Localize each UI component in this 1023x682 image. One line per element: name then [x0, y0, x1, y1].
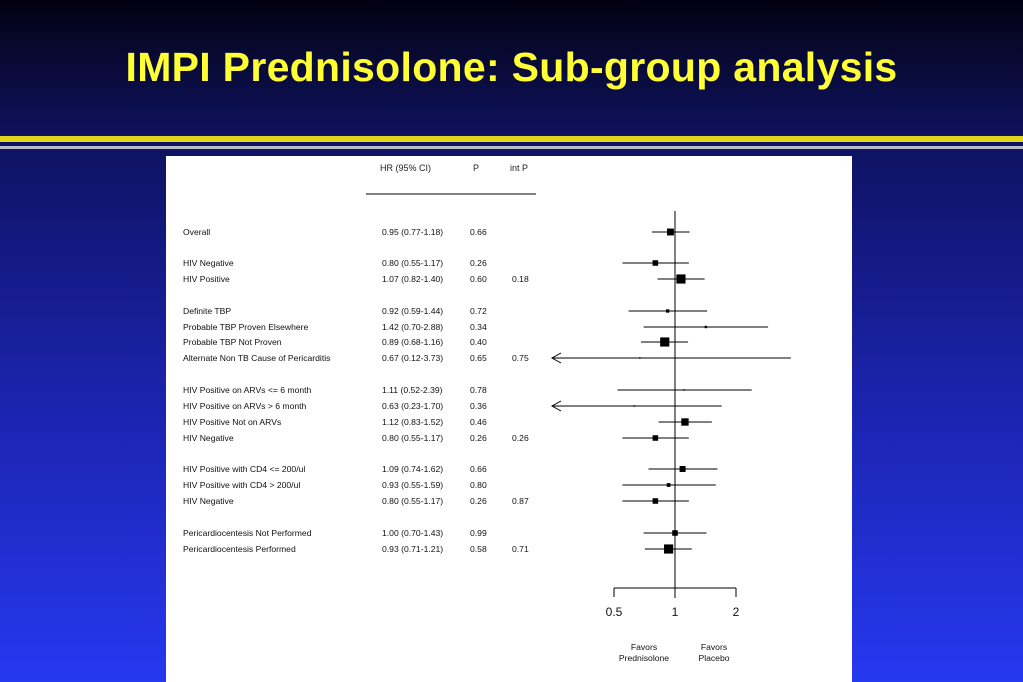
point-estimate-marker	[660, 337, 670, 347]
row-hr-ci: 0.92 (0.59-1.44)	[382, 306, 443, 316]
row-label: Pericardiocentesis Performed	[183, 544, 296, 554]
favors-right-label: Favors	[701, 642, 727, 652]
x-axis-tick-label: 0.5	[606, 605, 623, 619]
point-estimate-marker	[633, 405, 636, 407]
point-estimate-marker	[679, 466, 686, 472]
row-p-value: 0.40	[470, 337, 487, 347]
row-label: HIV Positive Not on ARVs	[183, 417, 281, 427]
row-label: HIV Positive on ARVs > 6 month	[183, 401, 307, 411]
row-label: Pericardiocentesis Not Performed	[183, 528, 312, 538]
point-estimate-marker	[667, 228, 674, 236]
point-estimate-marker	[681, 418, 689, 426]
point-estimate-marker	[672, 530, 678, 536]
row-p-value: 0.80	[470, 480, 487, 490]
row-hr-ci: 1.07 (0.82-1.40)	[382, 274, 443, 284]
row-p-value: 0.58	[470, 544, 487, 554]
row-p-value: 0.66	[470, 464, 487, 474]
row-hr-ci: 1.09 (0.74-1.62)	[382, 464, 443, 474]
row-label: Probable TBP Proven Elsewhere	[183, 322, 309, 332]
row-p-value: 0.36	[470, 401, 487, 411]
row-hr-ci: 1.11 (0.52-2.39)	[382, 385, 443, 395]
row-hr-ci: 0.80 (0.55-1.17)	[382, 496, 443, 506]
point-estimate-marker	[652, 498, 659, 504]
point-estimate-marker	[652, 260, 659, 266]
row-hr-ci: 0.93 (0.71-1.21)	[382, 544, 443, 554]
slide-title: IMPI Prednisolone: Sub-group analysis	[125, 44, 898, 90]
point-estimate-marker	[639, 357, 641, 359]
point-estimate-marker	[666, 309, 670, 313]
row-interaction-p: 0.75	[512, 353, 529, 363]
row-p-value: 0.26	[470, 433, 487, 443]
row-label: HIV Positive on ARVs <= 6 month	[183, 385, 312, 395]
favors-right-label: Placebo	[698, 653, 729, 663]
row-label: HIV Positive with CD4 > 200/ul	[183, 480, 300, 490]
row-p-value: 0.26	[470, 496, 487, 506]
row-label: HIV Negative	[183, 496, 234, 506]
row-label: HIV Positive with CD4 <= 200/ul	[183, 464, 305, 474]
point-estimate-marker	[664, 544, 674, 554]
row-hr-ci: 0.67 (0.12-3.73)	[382, 353, 443, 363]
point-estimate-marker	[676, 274, 686, 284]
favors-left-label: Favors	[631, 642, 657, 652]
point-estimate-marker	[666, 483, 671, 487]
row-hr-ci: 1.12 (0.83-1.52)	[382, 417, 443, 427]
column-header-hr: HR (95% CI)	[380, 163, 431, 173]
row-p-value: 0.46	[470, 417, 487, 427]
row-label: Overall	[183, 227, 210, 237]
row-hr-ci: 0.93 (0.55-1.59)	[382, 480, 443, 490]
row-hr-ci: 0.63 (0.23-1.70)	[382, 401, 443, 411]
row-hr-ci: 0.95 (0.77-1.18)	[382, 227, 443, 237]
x-axis-tick-label: 1	[672, 605, 679, 619]
gold-divider	[0, 136, 1023, 142]
row-label: HIV Positive	[183, 274, 230, 284]
column-header-p: P	[473, 163, 479, 173]
row-p-value: 0.65	[470, 353, 487, 363]
point-estimate-marker	[652, 435, 659, 441]
row-label: Definite TBP	[183, 306, 231, 316]
row-p-value: 0.60	[470, 274, 487, 284]
row-hr-ci: 0.89 (0.68-1.16)	[382, 337, 443, 347]
favors-left-label: Prednisolone	[619, 653, 669, 663]
point-estimate-marker	[683, 389, 685, 391]
row-label: Probable TBP Not Proven	[183, 337, 282, 347]
row-p-value: 0.72	[470, 306, 487, 316]
row-p-value: 0.78	[470, 385, 487, 395]
row-label: HIV Negative	[183, 258, 234, 268]
row-hr-ci: 0.80 (0.55-1.17)	[382, 433, 443, 443]
row-interaction-p: 0.71	[512, 544, 529, 554]
row-p-value: 0.99	[470, 528, 487, 538]
row-label: Alternate Non TB Cause of Pericarditis	[183, 353, 330, 363]
row-interaction-p: 0.87	[512, 496, 529, 506]
column-header-int-p: int P	[510, 163, 528, 173]
row-p-value: 0.34	[470, 322, 487, 332]
row-p-value: 0.66	[470, 227, 487, 237]
point-estimate-marker	[704, 325, 708, 329]
ci-left-arrow	[550, 400, 562, 412]
row-p-value: 0.26	[470, 258, 487, 268]
row-hr-ci: 1.00 (0.70-1.43)	[382, 528, 443, 538]
row-interaction-p: 0.26	[512, 433, 529, 443]
row-hr-ci: 0.80 (0.55-1.17)	[382, 258, 443, 268]
row-hr-ci: 1.42 (0.70-2.88)	[382, 322, 443, 332]
x-axis-tick-label: 2	[733, 605, 740, 619]
gray-divider	[0, 146, 1023, 149]
row-label: HIV Negative	[183, 433, 234, 443]
ci-left-arrow	[550, 352, 562, 364]
row-interaction-p: 0.18	[512, 274, 529, 284]
